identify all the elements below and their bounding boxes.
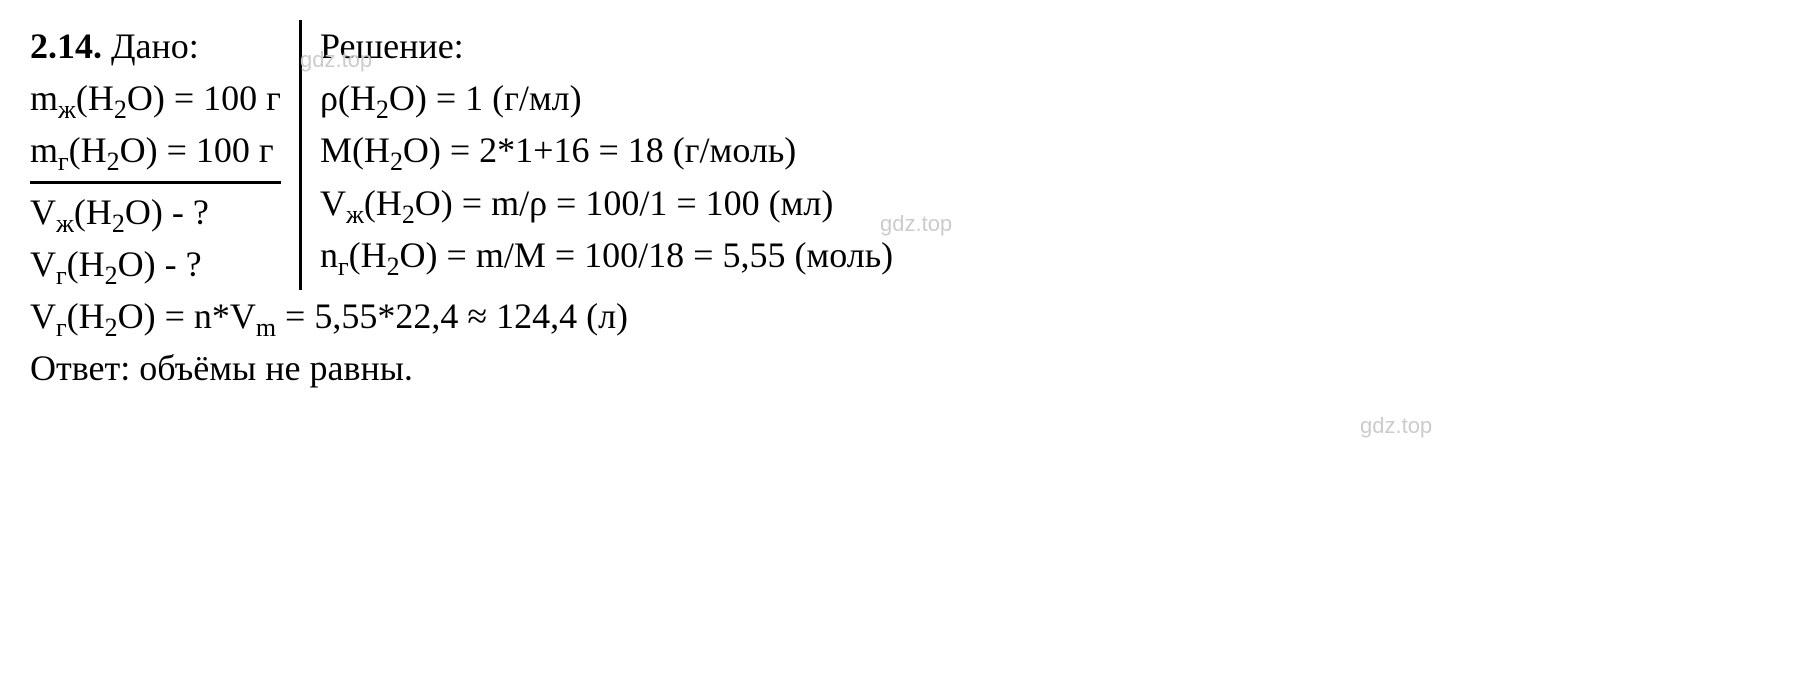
given-label: Дано:: [111, 26, 199, 66]
full-width-row: Vг(H2O) = n*Vm = 5,55*22,4 ≈ 124,4 (л) О…: [30, 290, 1773, 394]
solution-line-4: nг(H2O) = m/M = 100/18 = 5,55 (моль): [320, 229, 1773, 281]
given-line-2: mг(H2O) = 100 г: [30, 124, 281, 176]
unknown-line-1: Vж(H2O) - ?: [30, 186, 281, 238]
solution-column: Решение: ρ(H2O) = 1 (г/мл) M(H2O) = 2*1+…: [302, 20, 1773, 281]
given-line-1: mж(H2O) = 100 г: [30, 72, 281, 124]
answer-label: Ответ:: [30, 348, 130, 388]
solution-label: Решение:: [320, 20, 1773, 72]
problem-number: 2.14.: [30, 26, 102, 66]
two-column-layout: 2.14. Дано: mж(H2O) = 100 г mг(H2O) = 10…: [30, 20, 1773, 290]
watermark: gdz.top: [1360, 410, 1432, 442]
solution-line-5: Vг(H2O) = n*Vm = 5,55*22,4 ≈ 124,4 (л): [30, 290, 1773, 342]
unknown-line-2: Vг(H2O) - ?: [30, 238, 281, 290]
solution-line-2: M(H2O) = 2*1+16 = 18 (г/моль): [320, 124, 1773, 176]
problem-container: gdz.top gdz.top gdz.top 2.14. Дано: mж(H…: [30, 20, 1773, 394]
solution-line-3: Vж(H2O) = m/ρ = 100/1 = 100 (мл): [320, 177, 1773, 229]
solution-line-1: ρ(H2O) = 1 (г/мл): [320, 72, 1773, 124]
given-divider: [30, 181, 281, 184]
answer-text: объёмы не равны.: [139, 348, 413, 388]
given-header: 2.14. Дано:: [30, 20, 281, 72]
given-column: 2.14. Дано: mж(H2O) = 100 г mг(H2O) = 10…: [30, 20, 302, 290]
answer-line: Ответ: объёмы не равны.: [30, 342, 1773, 394]
